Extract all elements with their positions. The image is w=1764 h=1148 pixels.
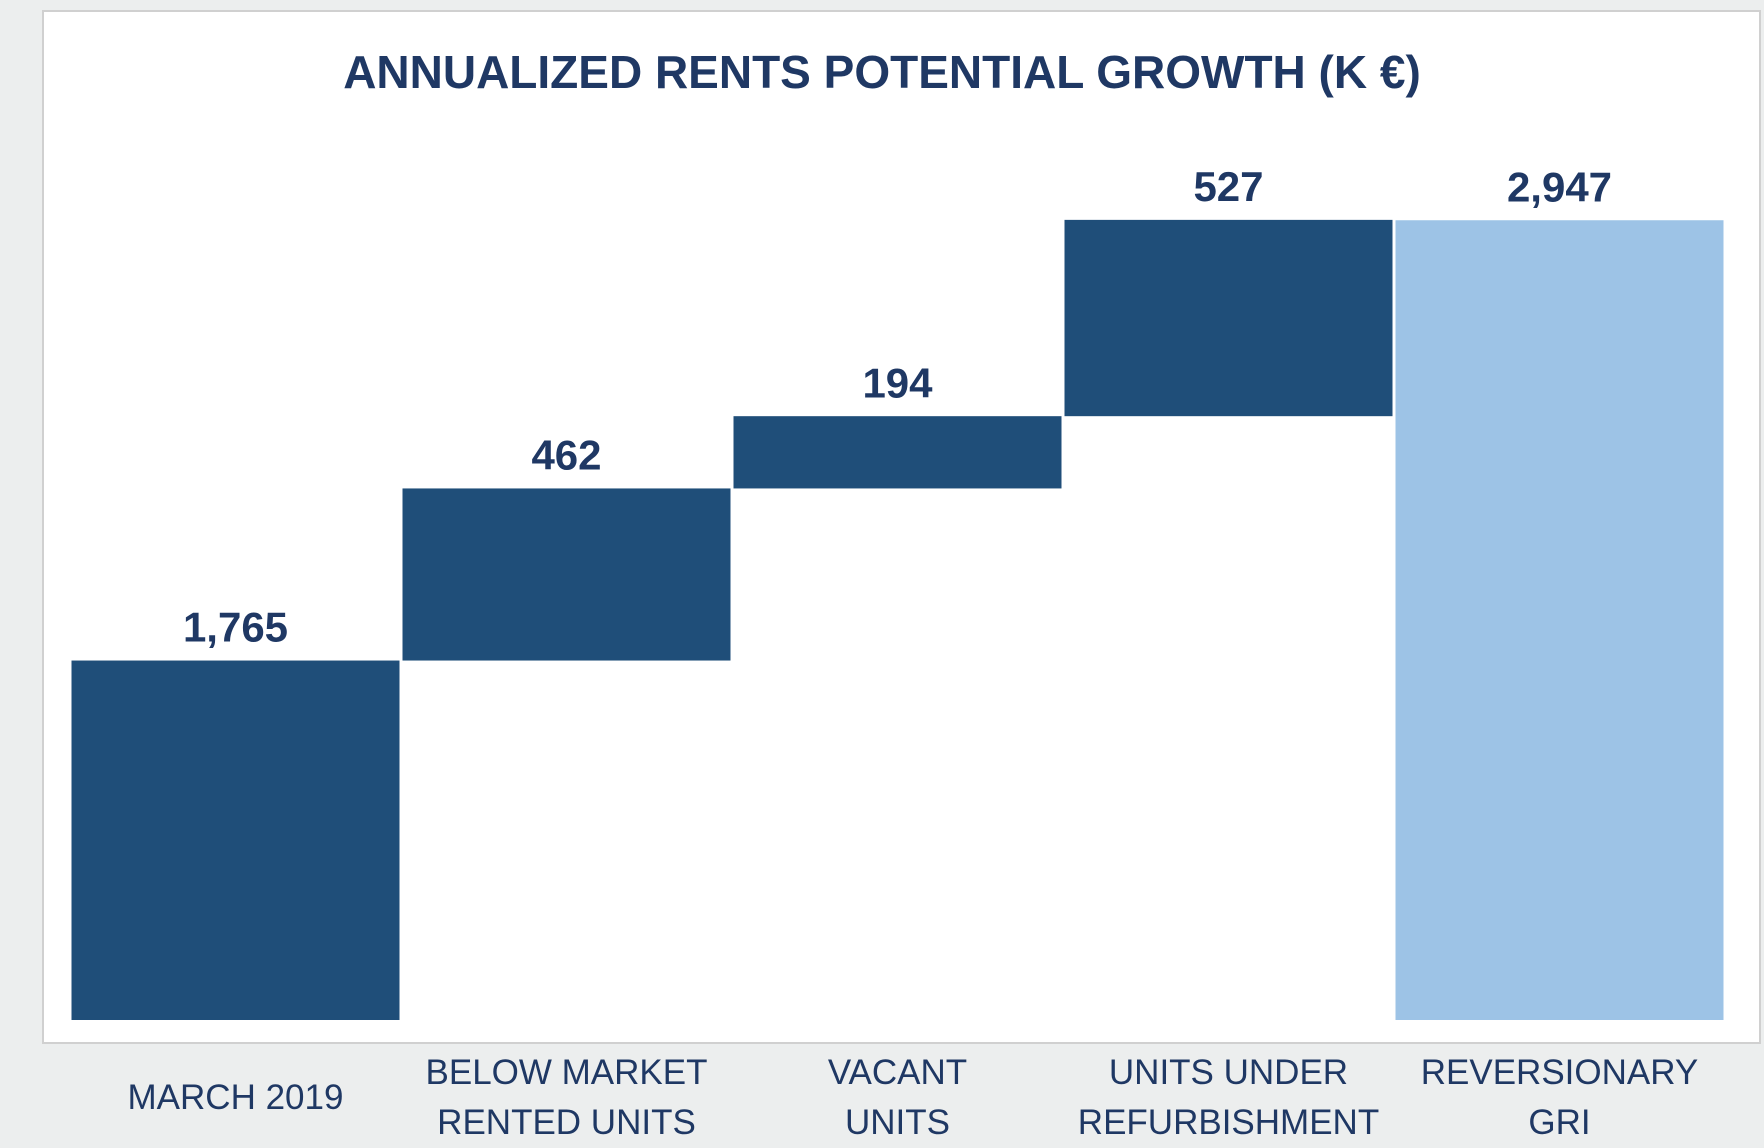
chart-title: ANNUALIZED RENTS POTENTIAL GROWTH (K €) (343, 46, 1421, 98)
x-tick-label: UNITS UNDER REFURBISHMENT (1077, 1053, 1380, 1142)
value-label: 2,947 (1507, 163, 1612, 210)
x-tick-label: REVERSIONARY GRI (1420, 1053, 1699, 1142)
bar (402, 488, 731, 661)
x-tick-label: VACANT UNITS (827, 1053, 968, 1142)
bar (1064, 219, 1393, 417)
bar (733, 416, 1062, 489)
value-label: 462 (531, 432, 601, 479)
x-tick-label: BELOW MARKET RENTED UNITS (425, 1053, 708, 1142)
value-label: 194 (862, 359, 933, 406)
value-label: 527 (1193, 163, 1263, 210)
value-label: 1,765 (183, 604, 288, 651)
x-tick-label: MARCH 2019 (127, 1078, 344, 1117)
bar (71, 660, 400, 1020)
bar (1395, 220, 1724, 1020)
